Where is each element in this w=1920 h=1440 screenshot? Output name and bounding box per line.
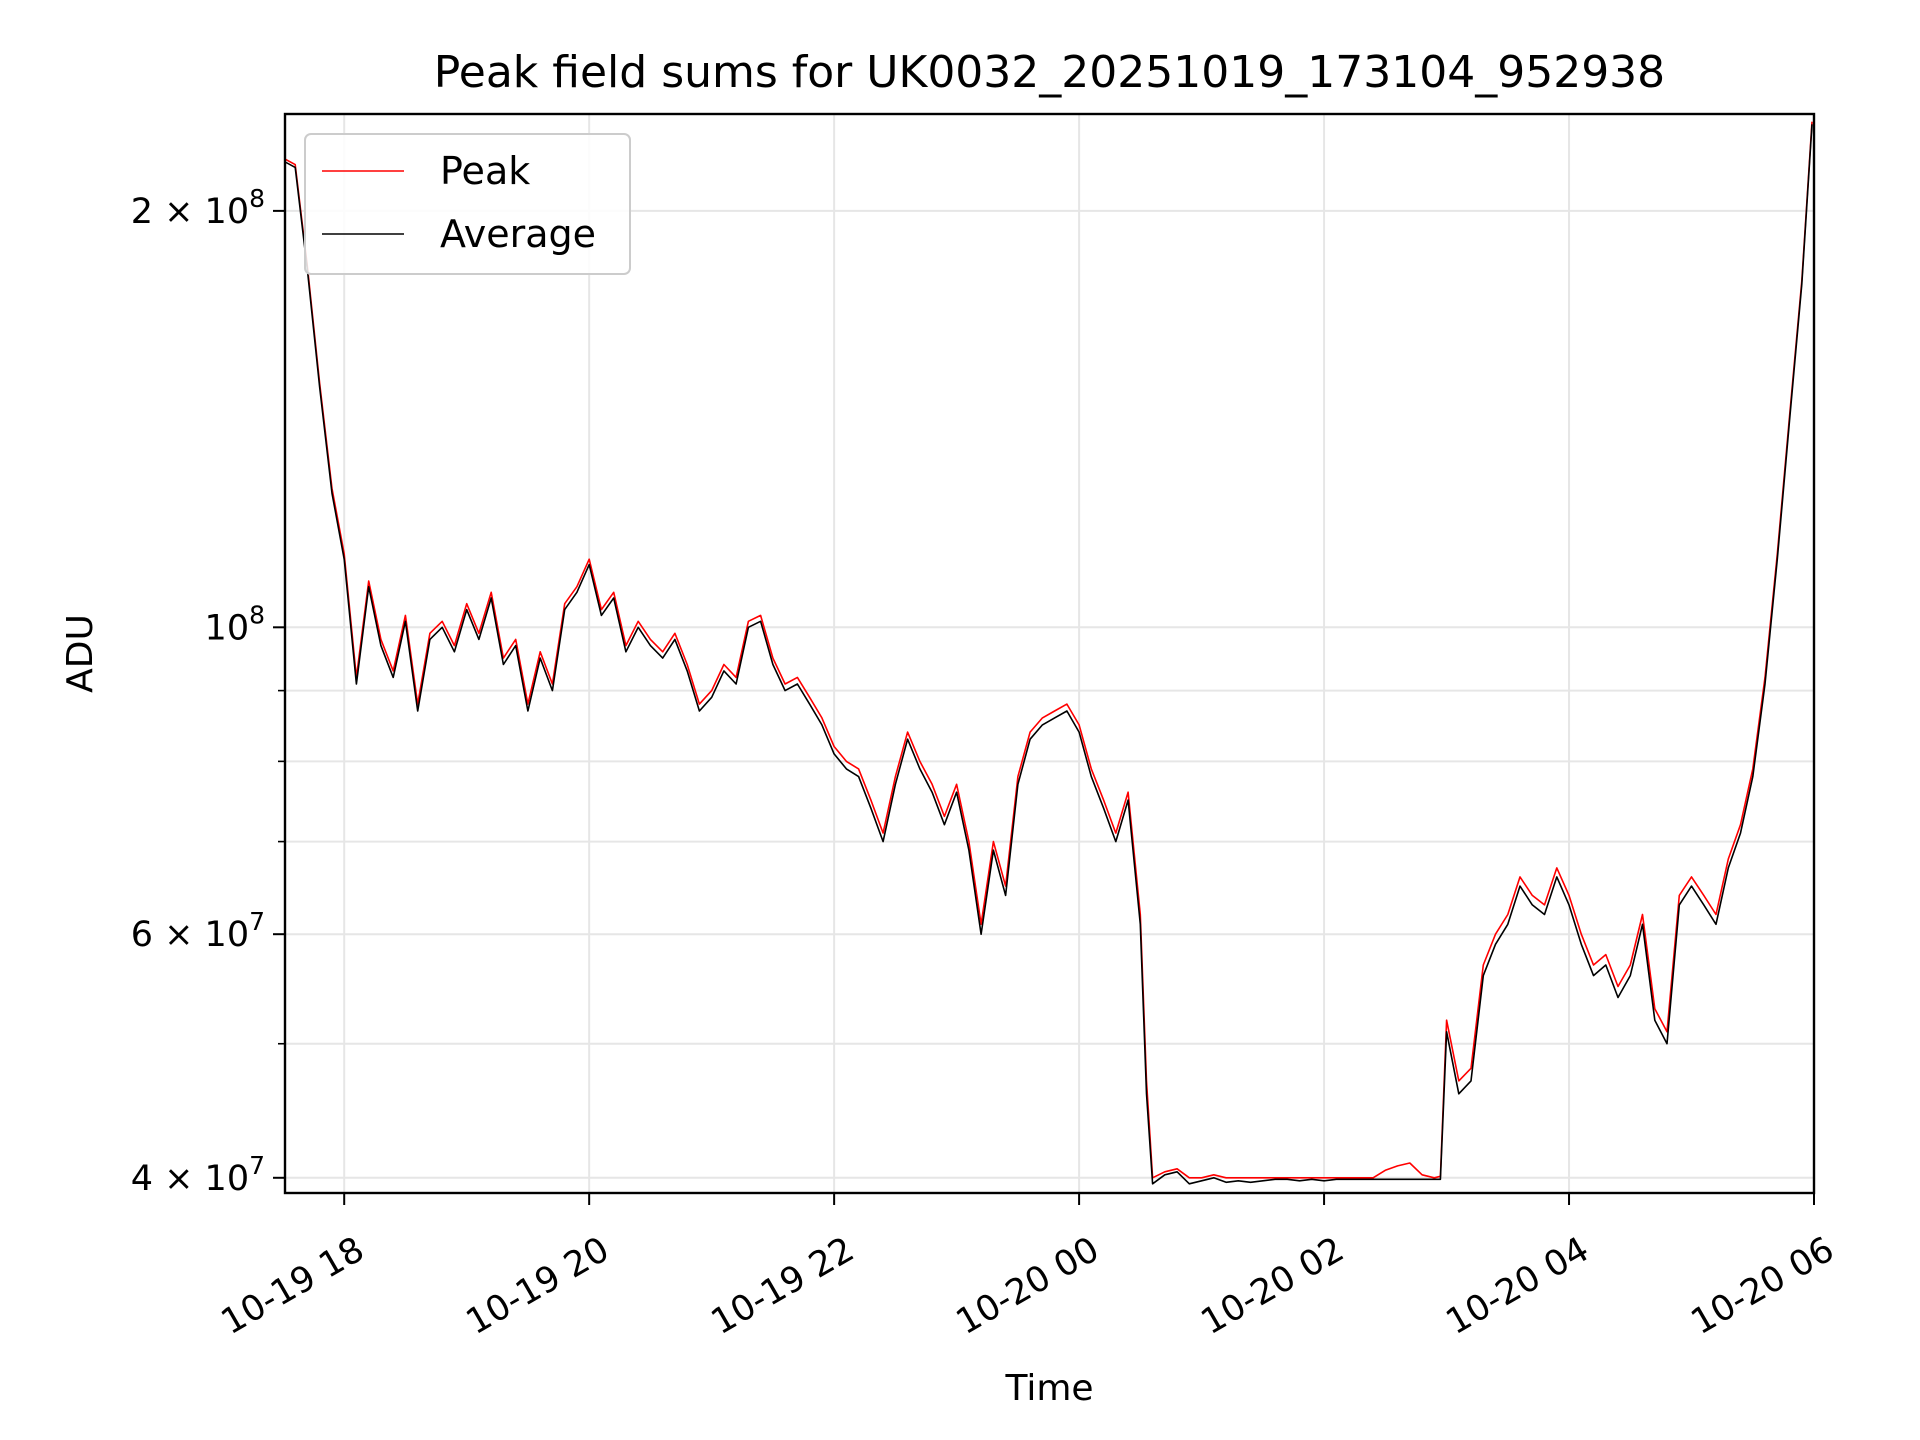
x-axis-label: Time [1004,1368,1093,1409]
legend: Peak Average [304,133,631,275]
plot-lines [285,121,1813,1185]
legend-box [304,133,631,275]
y-tick-label: 4 × 107 [131,1151,265,1199]
grid [285,114,1815,1193]
y-tick-label: 6 × 107 [131,907,265,955]
series-line-average [285,124,1813,1185]
legend-label-average: Average [440,212,596,256]
y-tick-label: 2 × 108 [131,184,265,232]
y-tick-label: 108 [205,600,265,648]
chart-title: Peak field sums for UK0032_20251019_1731… [434,47,1665,98]
series-line-peak [285,121,1813,1179]
legend-label-peak: Peak [440,149,530,193]
plot-frame [283,112,1816,1195]
y-axis-label: ADU [60,614,101,693]
